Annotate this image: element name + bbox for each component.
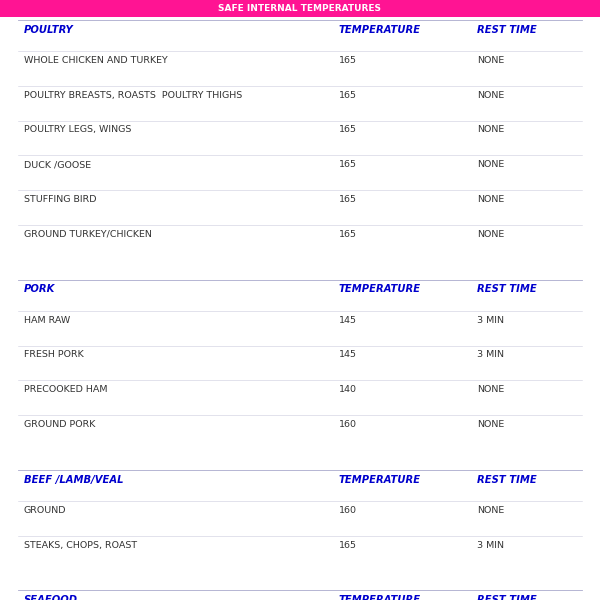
Text: 165: 165 xyxy=(339,195,357,204)
Text: FRESH PORK: FRESH PORK xyxy=(24,350,84,359)
Text: 165: 165 xyxy=(339,541,357,550)
Text: GROUND TURKEY/CHICKEN: GROUND TURKEY/CHICKEN xyxy=(24,230,152,239)
Text: TEMPERATURE: TEMPERATURE xyxy=(339,284,421,295)
Text: POULTRY LEGS, WINGS: POULTRY LEGS, WINGS xyxy=(24,125,131,134)
Text: 165: 165 xyxy=(339,160,357,169)
Text: NONE: NONE xyxy=(477,385,504,394)
Text: PRECOOKED HAM: PRECOOKED HAM xyxy=(24,385,107,394)
Text: NONE: NONE xyxy=(477,420,504,429)
Text: TEMPERATURE: TEMPERATURE xyxy=(339,475,421,485)
Text: NONE: NONE xyxy=(477,160,504,169)
Text: REST TIME: REST TIME xyxy=(477,595,537,600)
Text: GROUND: GROUND xyxy=(24,506,67,515)
Text: TEMPERATURE: TEMPERATURE xyxy=(339,595,421,600)
Text: STUFFING BIRD: STUFFING BIRD xyxy=(24,195,97,204)
Text: POULTRY BREASTS, ROASTS  POULTRY THIGHS: POULTRY BREASTS, ROASTS POULTRY THIGHS xyxy=(24,91,242,100)
Text: REST TIME: REST TIME xyxy=(477,475,537,485)
Text: GROUND PORK: GROUND PORK xyxy=(24,420,95,429)
FancyBboxPatch shape xyxy=(0,0,600,17)
Text: 145: 145 xyxy=(339,316,357,325)
Text: 3 MIN: 3 MIN xyxy=(477,541,504,550)
Text: 160: 160 xyxy=(339,420,357,429)
Text: REST TIME: REST TIME xyxy=(477,284,537,295)
Text: 165: 165 xyxy=(339,230,357,239)
Text: SAFE INTERNAL TEMPERATURES: SAFE INTERNAL TEMPERATURES xyxy=(218,4,382,13)
Text: REST TIME: REST TIME xyxy=(477,25,537,35)
Text: NONE: NONE xyxy=(477,125,504,134)
Text: BEEF /LAMB/VEAL: BEEF /LAMB/VEAL xyxy=(24,475,124,485)
Text: NONE: NONE xyxy=(477,195,504,204)
Text: 140: 140 xyxy=(339,385,357,394)
Text: 165: 165 xyxy=(339,91,357,100)
Text: NONE: NONE xyxy=(477,91,504,100)
Text: DUCK /GOOSE: DUCK /GOOSE xyxy=(24,160,91,169)
Text: TEMPERATURE: TEMPERATURE xyxy=(339,25,421,35)
Text: 165: 165 xyxy=(339,56,357,65)
Text: HAM RAW: HAM RAW xyxy=(24,316,70,325)
Text: POULTRY: POULTRY xyxy=(24,25,74,35)
Text: 3 MIN: 3 MIN xyxy=(477,316,504,325)
Text: STEAKS, CHOPS, ROAST: STEAKS, CHOPS, ROAST xyxy=(24,541,137,550)
Text: 160: 160 xyxy=(339,506,357,515)
Text: NONE: NONE xyxy=(477,506,504,515)
Text: 145: 145 xyxy=(339,350,357,359)
Text: NONE: NONE xyxy=(477,230,504,239)
Text: SEAFOOD: SEAFOOD xyxy=(24,595,78,600)
Text: 3 MIN: 3 MIN xyxy=(477,350,504,359)
Text: PORK: PORK xyxy=(24,284,55,295)
Text: 165: 165 xyxy=(339,125,357,134)
Text: WHOLE CHICKEN AND TURKEY: WHOLE CHICKEN AND TURKEY xyxy=(24,56,168,65)
Text: NONE: NONE xyxy=(477,56,504,65)
